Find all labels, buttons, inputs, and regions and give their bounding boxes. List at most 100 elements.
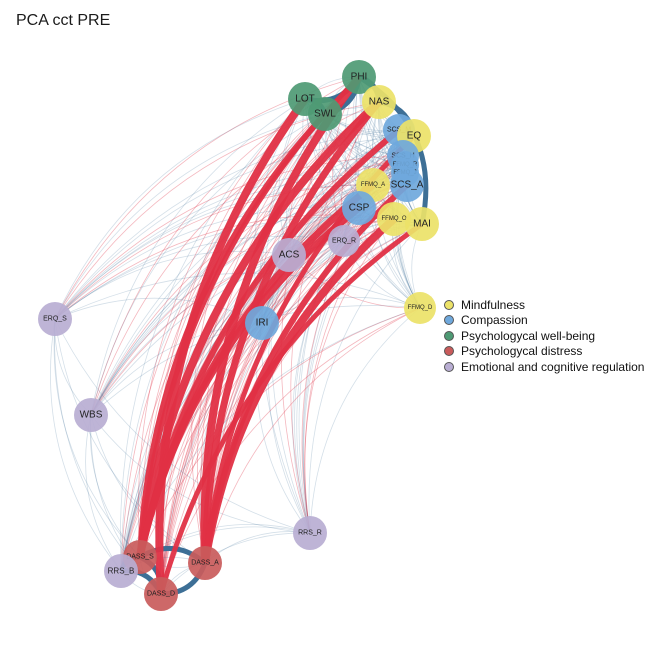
edge-weak [160,532,311,595]
nodes-layer: PHILOTSWLNASSCS_MEQSCS_HFFMQ_RFFMQ_JSCS_… [38,60,439,611]
edge-weak [85,414,122,572]
node-circle [104,554,138,588]
node-circle [272,238,306,272]
node-dass-a: DASS_A [188,546,222,580]
node-circle [342,60,376,94]
node-label: ACS [279,250,300,261]
edge-weak [54,155,404,320]
node-label: ERQ_S [43,316,67,323]
node-ffmq-d: FFMQ_D [404,292,436,324]
legend-item-emo: Emotional and cognitive regulation [444,359,644,375]
legend-label: Psychologycal well-being [461,328,596,343]
node-circle [308,97,342,131]
legend-item-dist: Psychologycal distress [444,344,644,360]
graph-title: PCA cct PRE [16,12,111,29]
node-circle [144,577,178,611]
node-circle [362,85,396,119]
edge-weak [371,101,421,309]
node-label: FFMQ_D [408,305,433,311]
node-circle [245,306,279,340]
node-label: EQ [407,131,422,142]
legend-label: Psychologycal distress [461,344,583,359]
node-circle [390,168,424,202]
node-label: DASS_D [147,591,175,598]
edge-weak [288,129,400,256]
node-circle [328,225,360,257]
edge-weak [54,318,206,564]
edge-weak [154,98,306,595]
edge-weak [304,184,408,534]
edge-weak [90,414,311,534]
node-erq-s: ERQ_S [38,302,72,336]
node-rrs-r: RRS_R [293,516,327,550]
node-phi: PHI [342,60,376,94]
legend-swatch [444,299,454,310]
node-label: PHI [351,72,368,83]
node-acs: ACS [272,238,306,272]
edge-weak [53,318,141,558]
edge-weak [119,98,306,572]
edge-strong [155,96,309,595]
node-label: WBS [80,410,103,421]
node-label: LOT [295,94,314,105]
node-label: DASS_A [191,560,219,567]
legend-label: Emotional and cognitive regulation [461,359,645,374]
node-label: NAS [369,97,390,108]
node-label: RRS_R [298,530,322,537]
legend-swatch [444,330,454,341]
node-circle [405,207,439,241]
edge-weak [54,235,345,320]
edge-weak [137,98,306,558]
node-scs-a: SCS_A [390,168,424,202]
node-circle [377,202,411,236]
edge-weak [54,135,415,320]
node-label: FFMQ_O [382,216,407,222]
node-circle [38,302,72,336]
node-label: DASS_S [126,554,154,561]
edge-weak [204,307,421,564]
edge-weak [267,254,311,534]
edge-weak [288,254,421,309]
edge-weak [309,307,421,534]
node-label: RRS_B [108,567,135,576]
edge-weak [89,414,141,558]
edge-strong [136,205,362,558]
edge-weak [54,164,406,320]
edge-weak [304,218,395,534]
legend-swatch [444,361,454,372]
legend-item-well: Psychologycal well-being [444,328,644,344]
edge-weak [139,113,326,558]
node-rrs-b: RRS_B [104,554,138,588]
node-dass-d: DASS_D [144,577,178,611]
edge-weak [308,223,423,534]
node-label: MAI [413,219,431,230]
node-circle [342,191,376,225]
edge-weak [120,135,415,572]
edge-weak [90,98,306,416]
legend-item-mind: Mindfulness [444,297,644,313]
legend-label: Mindfulness [461,297,526,312]
node-circle [293,516,327,550]
edge-weak [50,318,122,572]
edge-strong [202,182,410,564]
node-circle [404,292,436,324]
node-swl: SWL [308,97,342,131]
node-nas: NAS [362,85,396,119]
node-wbs: WBS [74,398,108,432]
edge-weak [160,218,395,595]
edge-weak [120,76,360,572]
legend-swatch [444,315,454,326]
edge-weak [54,183,408,320]
edge-weak [256,322,311,534]
legend-label: Compassion [461,313,528,328]
node-label: CSP [349,203,370,214]
legend-swatch [444,346,454,357]
node-erq-r: ERQ_R [328,225,360,257]
edge-weak [120,184,374,572]
node-label: IRI [256,318,269,329]
node-iri: IRI [245,306,279,340]
legend: Mindfulness Compassion Psychologycal well-… [444,297,644,375]
node-circle [74,398,108,432]
legend-item-comp: Compassion [444,313,644,329]
